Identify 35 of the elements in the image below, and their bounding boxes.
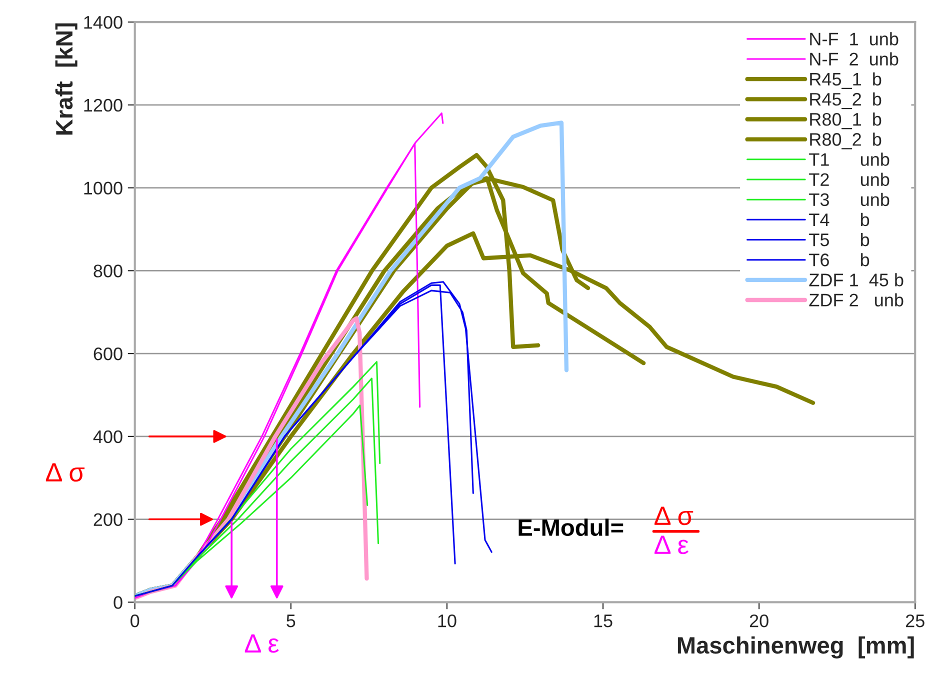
x-axis-title: Maschinenweg [mm] (678, 636, 914, 658)
text: Δ ε (244, 634, 279, 653)
y-axis-title: Kraft [kN] (55, 23, 78, 135)
legend-label: T2 unb (809, 172, 890, 186)
legend-label: T6 b (809, 253, 870, 266)
legend-label: ZDF 1 45 b (809, 273, 904, 286)
y-tick-label: 1000 (84, 182, 122, 195)
legend-label: T5 b (809, 232, 870, 246)
legend-label: R80_2 b (810, 132, 882, 150)
annotation: E-Modul= (518, 518, 624, 536)
y-tick-label: 1400 (84, 16, 122, 29)
legend-label: ZDF 2 unb (809, 293, 904, 306)
y-tick-label: 400 (93, 430, 122, 444)
legend-label: N-F 2 unb (810, 52, 898, 66)
annotation: Δ σ (654, 506, 694, 526)
x-tick-label: 10 (438, 614, 456, 628)
y-tick-label: 1200 (84, 98, 122, 112)
legend-label: R45_2 b (810, 92, 882, 110)
legend-label: N-F 1 unb (810, 32, 898, 46)
y-tick-label: 0 (114, 596, 122, 609)
x-tick-label: 5 (286, 614, 296, 628)
y-tick-label: 800 (94, 264, 122, 278)
y-tick-label: 200 (94, 513, 122, 526)
x-tick-label: 0 (130, 614, 140, 628)
annotation: Δ ε (654, 536, 688, 554)
legend-label: T1 unb (809, 152, 890, 166)
legend-label: T4 b (809, 212, 870, 226)
legend-label: T3 unb (809, 192, 890, 206)
y-tick-label: 600 (94, 347, 122, 360)
text: Δ σ (46, 463, 85, 482)
legend-label: R80_1 b (810, 112, 882, 130)
x-tick-label: 20 (750, 614, 768, 628)
legend-label: R45_1 b (810, 72, 882, 90)
x-tick-label: 25 (906, 614, 924, 628)
x-tick-label: 15 (594, 614, 612, 628)
